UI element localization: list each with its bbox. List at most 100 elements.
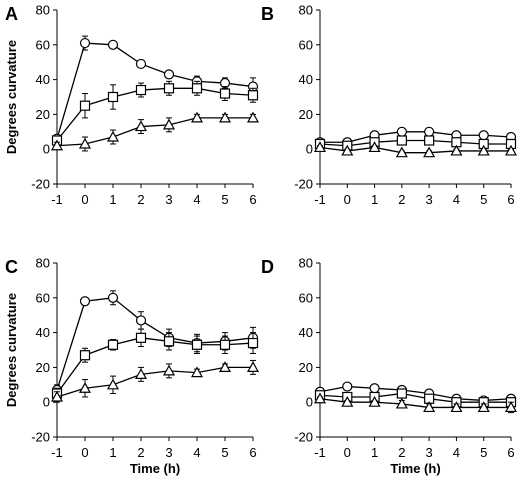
y-tick-label: 80 <box>36 3 50 18</box>
data-point-square <box>79 350 91 361</box>
series-square <box>51 80 259 146</box>
y-tick-label: -20 <box>31 430 50 445</box>
y-tick-label: 60 <box>36 290 50 305</box>
series-triangle <box>50 359 260 403</box>
data-point-square <box>219 339 231 350</box>
data-point-circle <box>342 381 353 392</box>
data-point-square <box>135 332 147 343</box>
x-tick-label: 1 <box>109 192 116 207</box>
data-point-circle <box>107 292 119 303</box>
y-tick-label: 40 <box>36 72 50 87</box>
x-tick-label: 6 <box>249 192 256 207</box>
x-axis-title: Time (h) <box>390 461 440 476</box>
y-tick-label: 20 <box>36 107 50 122</box>
x-tick-label: 5 <box>221 192 228 207</box>
x-tick-label: -1 <box>314 445 326 460</box>
x-tick-label: 3 <box>165 192 172 207</box>
data-point-square <box>135 84 147 96</box>
data-point-circle <box>135 315 147 326</box>
x-tick-label: 3 <box>165 445 172 460</box>
series-triangle <box>313 141 518 158</box>
data-point-triangle <box>218 111 232 123</box>
x-tick-label: 4 <box>453 192 460 207</box>
data-point-triangle <box>162 364 176 376</box>
y-tick-label: 80 <box>299 256 313 271</box>
panel-label: C <box>5 257 18 277</box>
data-point-triangle <box>246 111 260 123</box>
series-line <box>319 146 511 154</box>
data-point-triangle <box>395 146 408 158</box>
data-point-square <box>107 339 119 350</box>
y-tick-label: 60 <box>36 37 50 52</box>
x-tick-label: 0 <box>81 445 88 460</box>
data-point-square <box>396 388 407 399</box>
data-point-triangle <box>190 111 204 123</box>
x-tick-label: 3 <box>426 192 433 207</box>
data-point-square <box>219 88 231 99</box>
panel-d: D -20 0 20 40 60 80 -1 0 1 2 3 4 5 6 Time (h) <box>261 256 518 476</box>
data-point-square <box>163 83 175 94</box>
data-point-triangle <box>162 118 176 130</box>
data-point-triangle <box>423 146 436 158</box>
x-tick-label: 4 <box>193 192 200 207</box>
x-tick-label: 2 <box>137 192 144 207</box>
data-point-circle <box>396 126 407 137</box>
panel-label: A <box>5 4 18 24</box>
y-tick-label: 0 <box>306 395 313 410</box>
y-tick-label: 60 <box>299 37 313 52</box>
y-tick-label: -20 <box>294 177 313 192</box>
x-tick-label: -1 <box>314 192 326 207</box>
data-point-square <box>424 135 435 146</box>
data-point-square <box>191 339 203 350</box>
data-point-square <box>247 337 259 349</box>
y-tick-label: 40 <box>299 72 313 87</box>
data-point-square <box>396 135 407 146</box>
data-point-circle <box>424 126 435 137</box>
data-point-triangle <box>218 361 232 372</box>
x-tick-label: 0 <box>81 192 88 207</box>
series-line <box>56 117 253 147</box>
y-tick-label: -20 <box>294 430 313 445</box>
data-point-triangle <box>50 139 64 151</box>
x-tick-label: 6 <box>507 192 514 207</box>
y-tick-label: -20 <box>31 177 50 192</box>
data-point-triangle <box>50 390 64 402</box>
data-point-circle <box>163 69 175 80</box>
data-point-circle <box>79 296 91 307</box>
data-point-triangle <box>341 395 354 407</box>
data-point-triangle <box>477 401 490 413</box>
data-point-triangle <box>134 368 148 379</box>
data-point-triangle <box>106 378 120 390</box>
data-point-square <box>163 336 175 347</box>
y-tick-label: 20 <box>299 360 313 375</box>
y-tick-label: 0 <box>43 395 50 410</box>
data-point-square <box>247 90 259 101</box>
data-point-triangle <box>190 366 204 378</box>
x-tick-label: 3 <box>426 445 433 460</box>
data-point-square <box>191 83 203 94</box>
y-tick-label: 60 <box>299 290 313 305</box>
x-tick-label: 4 <box>453 445 460 460</box>
data-point-triangle <box>450 401 463 413</box>
panel-c: C -20 0 20 40 60 80 -1 0 1 2 3 4 5 6 Degrees curvature T… <box>4 256 260 476</box>
x-tick-label: 5 <box>480 192 487 207</box>
panel-a: A -20 0 20 40 60 80 -1 0 1 2 3 4 5 6 Degrees curvature <box>4 3 260 207</box>
x-tick-label: 1 <box>371 445 378 460</box>
y-tick-label: 40 <box>36 325 50 340</box>
data-point-triangle <box>423 401 436 413</box>
data-point-triangle <box>450 144 463 156</box>
data-point-triangle <box>246 361 260 372</box>
x-tick-label: 1 <box>109 445 116 460</box>
y-tick-label: 80 <box>36 256 50 271</box>
data-point-triangle <box>106 130 120 142</box>
data-point-circle <box>107 39 119 50</box>
panel-b: B -20 0 20 40 60 80 -1 0 1 2 3 4 5 6 <box>261 3 518 207</box>
x-axis-title: Time (h) <box>130 461 180 476</box>
x-tick-label: 6 <box>249 445 256 460</box>
data-point-triangle <box>134 120 148 132</box>
data-point-triangle <box>341 144 354 156</box>
series-line <box>319 398 511 409</box>
data-point-triangle <box>368 395 381 407</box>
data-point-triangle <box>504 401 518 413</box>
